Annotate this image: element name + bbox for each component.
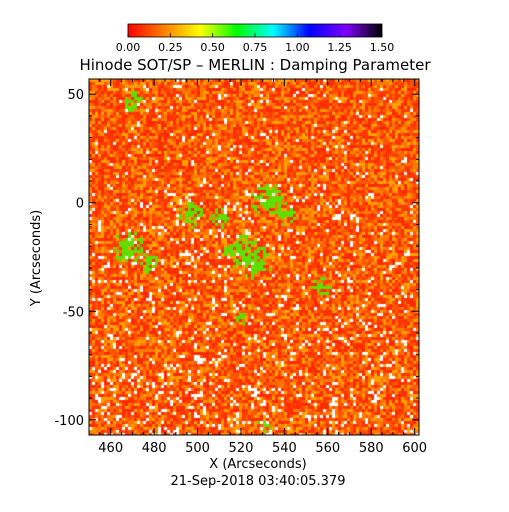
x-tick-label: 580 bbox=[359, 441, 384, 456]
colorbar-ticks: 0.00 0.25 0.50 0.75 1.00 1.25 1.50 bbox=[116, 33, 395, 54]
y-axis-label: Y (Arcseconds) bbox=[29, 210, 44, 307]
colorbar-tick-label: 1.00 bbox=[285, 41, 310, 54]
colorbar-tick-label: 0.00 bbox=[116, 41, 141, 54]
colorbar-tick-label: 1.50 bbox=[370, 41, 395, 54]
heatmap-field bbox=[89, 79, 419, 435]
y-tick-label: 50 bbox=[67, 88, 84, 103]
heatmap-image bbox=[89, 79, 419, 435]
x-tick-label: 520 bbox=[229, 441, 254, 456]
chart-title: Hinode SOT/SP – MERLIN : Damping Paramet… bbox=[79, 56, 431, 74]
x-axis: 460 480 500 520 540 560 580 600 bbox=[98, 79, 427, 456]
x-tick-label: 560 bbox=[315, 441, 340, 456]
y-tick-label: 0 bbox=[76, 197, 84, 212]
x-tick-label: 500 bbox=[185, 441, 210, 456]
observation-timestamp: 21-Sep-2018 03:40:05.379 bbox=[171, 474, 346, 489]
x-tick-label: 460 bbox=[98, 441, 123, 456]
y-tick-label: -100 bbox=[54, 414, 84, 429]
colorbar bbox=[128, 24, 382, 37]
colorbar-tick-label: 0.50 bbox=[200, 41, 225, 54]
plot-frame bbox=[88, 78, 420, 436]
x-tick-label: 540 bbox=[272, 441, 297, 456]
x-axis-label: X (Arcseconds) bbox=[209, 457, 306, 472]
x-tick-label: 480 bbox=[142, 441, 167, 456]
y-tick-label: -50 bbox=[63, 305, 84, 320]
colorbar-tick-label: 0.75 bbox=[243, 41, 268, 54]
x-tick-label: 600 bbox=[402, 441, 427, 456]
y-axis: -100 -50 0 50 bbox=[54, 88, 419, 429]
colorbar-tick-label: 0.25 bbox=[158, 41, 183, 54]
colorbar-tick-label: 1.25 bbox=[327, 41, 352, 54]
